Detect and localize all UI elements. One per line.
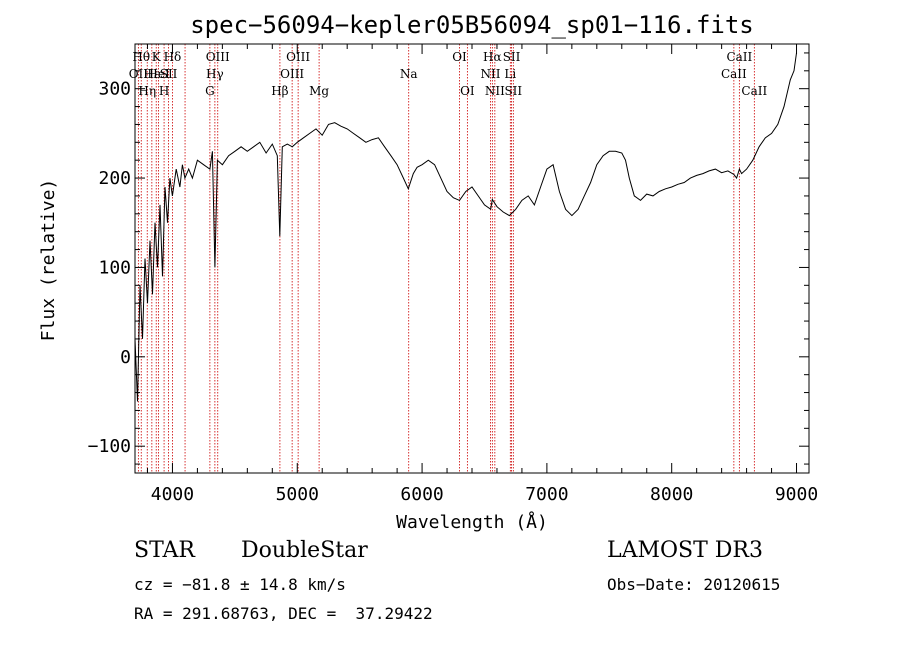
- radec-text: RA = 291.68763, DEC = 37.29422: [134, 604, 433, 623]
- line-marker-label: CaII: [741, 84, 767, 98]
- line-marker-label: Hα: [483, 50, 502, 64]
- x-tick-label: 9000: [775, 484, 818, 505]
- x-axis-label: Wavelength (Å): [396, 511, 548, 533]
- line-marker-label: OI: [460, 84, 475, 98]
- obs-date-text: Obs−Date: 20120615: [607, 575, 781, 594]
- line-marker-label: Hδ: [164, 50, 182, 64]
- chart-title: spec−56094−kepler05B56094_sp01−116.fits: [190, 11, 754, 39]
- x-tick-label: 7000: [525, 484, 568, 505]
- plot-frame: [134, 43, 810, 474]
- spectrum-chart: spec−56094−kepler05B56094_sp01−116.fits …: [38, 11, 818, 533]
- line-marker-label: NII: [480, 67, 500, 81]
- x-tick-label: 5000: [276, 484, 319, 505]
- line-marker-label: Hβ: [271, 84, 288, 98]
- line-marker-label: Hε: [144, 67, 161, 81]
- object-subclass: DoubleStar: [241, 538, 368, 563]
- line-marker-label: Mg: [309, 84, 329, 98]
- x-tick-label: 8000: [650, 484, 693, 505]
- line-marker-label: HeI: [147, 67, 170, 81]
- line-marker-labels: OII Hθ Hη Hε K HeI H SII Hδ G Hγ OIII Hβ OIII OIII Mg Na…: [129, 50, 768, 98]
- line-marker-label: OIII: [286, 50, 310, 64]
- y-tick-label: 100: [98, 257, 131, 278]
- line-marker-label: OII: [129, 67, 149, 81]
- y-axis-label: Flux (relative): [38, 179, 59, 342]
- survey-name: LAMOST DR3: [607, 538, 763, 563]
- y-tick-label: −100: [88, 436, 131, 457]
- line-marker-label: SII: [503, 50, 521, 64]
- line-markers: [137, 44, 755, 473]
- line-marker-label: G: [205, 84, 215, 98]
- y-tick-label: 0: [120, 347, 131, 368]
- spectrum-line: [134, 52, 797, 402]
- line-marker-label: CaII: [721, 67, 747, 81]
- y-tick-label: 300: [98, 79, 131, 100]
- line-marker-label: OIII: [280, 67, 304, 81]
- x-axis-ticks: 4000 5000 6000 7000 8000 9000: [146, 44, 818, 505]
- line-marker-label: Hθ: [132, 50, 150, 64]
- line-marker-label: CaII: [726, 50, 752, 64]
- line-marker-label: Na: [400, 67, 418, 81]
- line-marker-label: SII: [160, 67, 178, 81]
- line-marker-label: OI: [452, 50, 467, 64]
- line-marker-label: Hγ: [206, 67, 224, 81]
- line-marker-label: Hη: [138, 84, 156, 98]
- y-axis-ticks: −100 0 100 200 300: [88, 52, 809, 465]
- line-marker-label: SII: [504, 84, 522, 98]
- object-class: STAR: [134, 538, 195, 563]
- line-marker-label: NII: [485, 84, 505, 98]
- y-tick-label: 200: [98, 168, 131, 189]
- line-marker-label: K: [152, 50, 162, 64]
- redshift-text: cz = −81.8 ± 14.8 km/s: [134, 575, 346, 594]
- x-tick-label: 4000: [151, 484, 194, 505]
- line-marker-label: H: [159, 84, 169, 98]
- line-marker-label: Li: [504, 67, 516, 81]
- line-marker-label: OIII: [206, 50, 230, 64]
- x-tick-label: 6000: [400, 484, 443, 505]
